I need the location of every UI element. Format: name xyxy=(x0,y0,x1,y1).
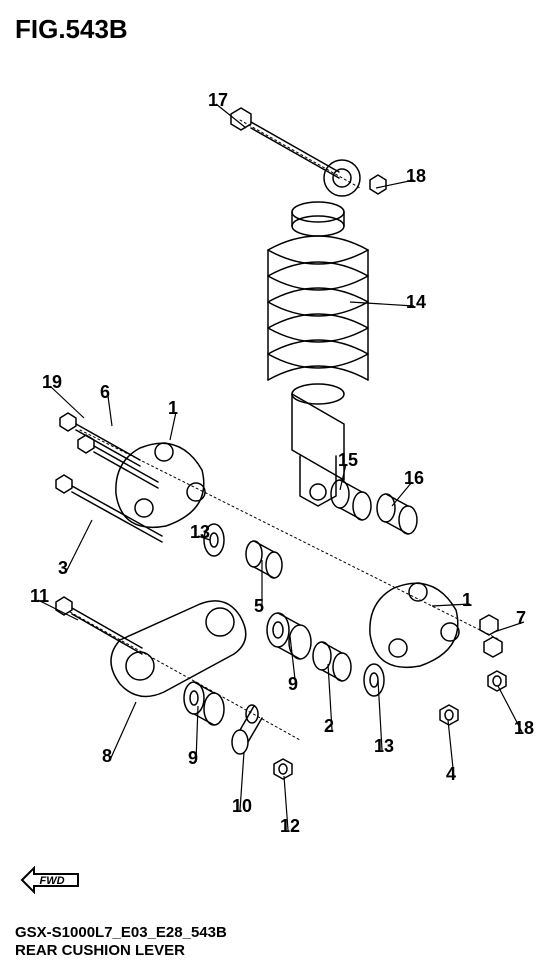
part-12-nut xyxy=(274,759,292,779)
callout-19: 19 xyxy=(42,372,62,393)
callout-7: 7 xyxy=(516,608,526,629)
part-18-nut-top xyxy=(324,160,386,196)
callout-12: 12 xyxy=(280,816,300,837)
callout-18: 18 xyxy=(514,718,534,739)
callout-3: 3 xyxy=(58,558,68,579)
callout-8: 8 xyxy=(102,746,112,767)
part-9-bushing-a xyxy=(184,682,224,725)
part-1-left-lever xyxy=(116,443,205,527)
callout-9: 9 xyxy=(288,674,298,695)
callout-10: 10 xyxy=(232,796,252,817)
part-13-washer-right xyxy=(364,664,384,696)
callout-4: 4 xyxy=(446,764,456,785)
callout-13: 13 xyxy=(190,522,210,543)
figure-footer: GSX-S1000L7_E03_E28_543B REAR CUSHION LE… xyxy=(15,924,227,960)
callout-5: 5 xyxy=(254,596,264,617)
part-6-bolt xyxy=(78,435,158,488)
callout-9: 9 xyxy=(188,748,198,769)
callout-15: 15 xyxy=(338,450,358,471)
callout-1: 1 xyxy=(168,398,178,419)
part-9-bushing-b xyxy=(267,613,311,659)
callout-17: 17 xyxy=(208,90,228,111)
footer-line1: GSX-S1000L7_E03_E28_543B xyxy=(15,924,227,942)
fwd-label: FWD xyxy=(39,875,64,887)
part-11-bolt xyxy=(56,597,142,654)
part-18-nut-lower xyxy=(488,671,506,691)
part-10-bolt xyxy=(232,705,262,754)
part-5-spacer xyxy=(246,541,282,578)
part-1-right-lever xyxy=(370,583,459,667)
part-4-nut xyxy=(440,705,458,725)
callout-13: 13 xyxy=(374,736,394,757)
footer-line2: REAR CUSHION LEVER xyxy=(15,942,227,960)
callout-11: 11 xyxy=(30,586,49,607)
callout-14: 14 xyxy=(406,292,426,313)
part-7-nut xyxy=(480,615,502,657)
part-2-spacer xyxy=(313,642,351,681)
part-15-spacer xyxy=(331,480,371,520)
callout-2: 2 xyxy=(324,716,334,737)
part-17-bolt xyxy=(231,108,339,178)
callout-18: 18 xyxy=(406,166,426,187)
callout-1: 1 xyxy=(462,590,472,611)
callout-16: 16 xyxy=(404,468,424,489)
callout-6: 6 xyxy=(100,382,110,403)
part-3-bolt xyxy=(56,475,162,542)
